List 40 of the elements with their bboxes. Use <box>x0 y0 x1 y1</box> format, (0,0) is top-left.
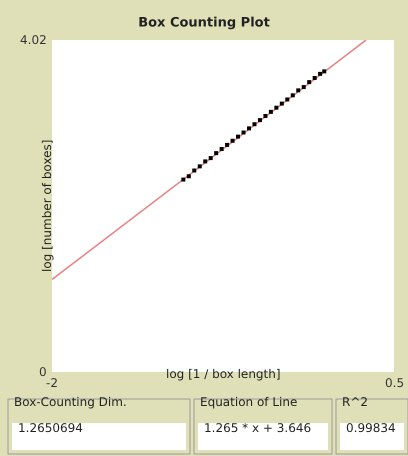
point <box>186 174 191 178</box>
point <box>302 85 306 90</box>
point <box>214 151 218 156</box>
x-axis-title: log [1 / box length] <box>166 367 281 381</box>
text: 1.265 * x + 3.646 <box>204 421 312 435</box>
point <box>252 122 256 126</box>
text: Equation of Line <box>200 395 298 409</box>
point <box>220 147 224 152</box>
point <box>312 76 317 80</box>
point <box>322 69 326 74</box>
text: 1.2650694 <box>18 421 83 435</box>
text: Box-Counting Dim. <box>14 395 127 409</box>
point <box>290 93 295 98</box>
point <box>263 114 268 118</box>
point <box>242 130 246 134</box>
point <box>307 80 312 84</box>
point <box>246 126 251 130</box>
point <box>285 97 290 102</box>
text: 0.99834 <box>346 421 396 435</box>
chart-title: Box Counting Plot <box>138 16 270 31</box>
point <box>280 102 284 106</box>
point <box>203 159 208 164</box>
point <box>236 134 240 139</box>
point <box>230 138 235 143</box>
point <box>318 72 322 76</box>
point <box>181 178 186 182</box>
x-tick-label: 0.5 <box>385 376 404 390</box>
x-tick-label: -2 <box>46 376 58 390</box>
y-tick-label: 4.02 <box>20 33 47 47</box>
point <box>208 156 213 160</box>
point <box>198 164 202 168</box>
text: R^2 <box>342 395 368 409</box>
point <box>268 110 273 114</box>
y-axis-title: log [number of boxes] <box>40 140 54 272</box>
point <box>225 142 230 147</box>
y-tick-label: 0 <box>39 365 47 379</box>
point <box>296 88 300 92</box>
point <box>192 168 196 172</box>
point <box>274 106 278 110</box>
point <box>258 118 262 122</box>
